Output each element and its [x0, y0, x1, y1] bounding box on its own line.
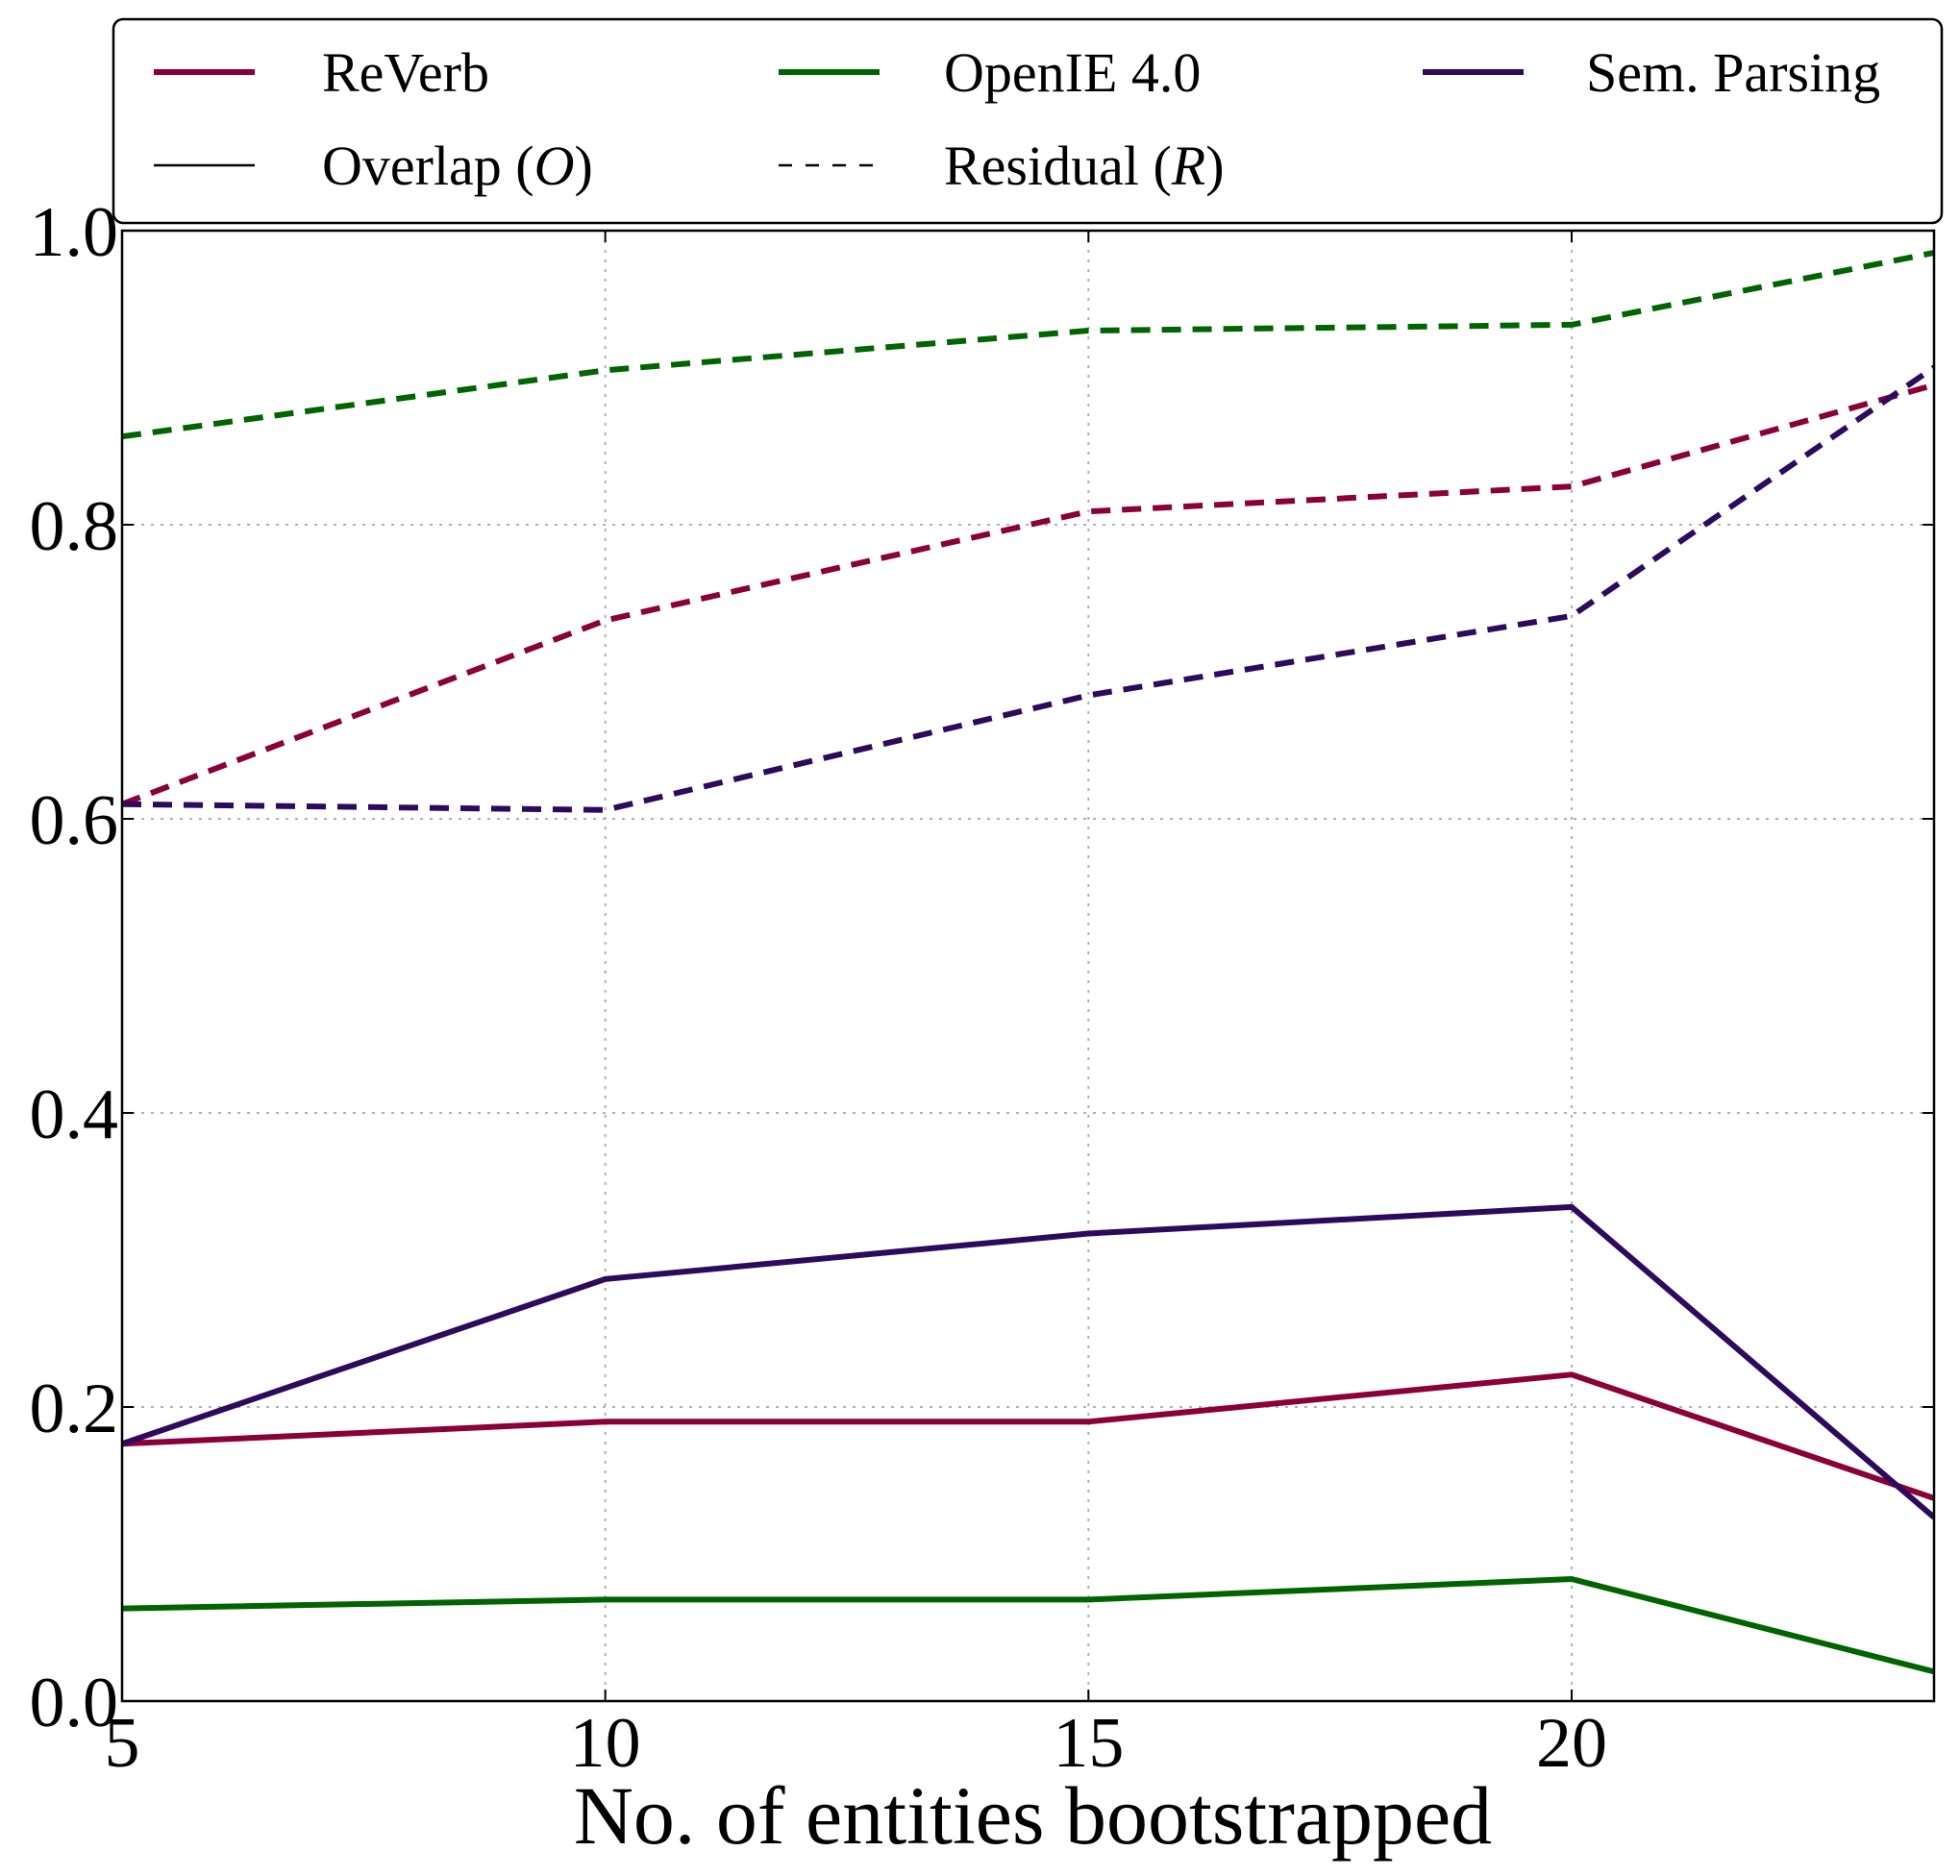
x-tick-label: 5 — [105, 1704, 140, 1783]
legend-label: ReVerb — [322, 41, 489, 104]
sem-parsing-residual-line — [122, 364, 1934, 813]
legend-label: Residual (R) — [944, 135, 1225, 197]
y-tick-label: 0.0 — [30, 1664, 119, 1742]
legend-item: Residual (R) — [779, 135, 1225, 197]
legend: ReVerb OpenIE 4.0 Sem. Parsing Overlap (O) R… — [112, 17, 1944, 225]
legend-item: ReVerb — [154, 41, 489, 104]
x-axis-label: No. of entities bootstrapped — [574, 1769, 1492, 1862]
x-tick-label: 10 — [570, 1704, 641, 1783]
axis-ticks — [121, 230, 1934, 1702]
plot-frame — [120, 229, 1936, 1703]
y-tick-label: 0.8 — [30, 487, 119, 566]
series-lines — [122, 250, 1934, 1675]
reverb-overlap-line — [122, 1371, 1934, 1501]
legend-label: Sem. Parsing — [1586, 41, 1880, 104]
x-tick-label: 20 — [1536, 1704, 1607, 1783]
x-tick-label: 15 — [1053, 1704, 1124, 1783]
reverb-residual-line — [122, 382, 1934, 807]
y-tick-label: 1.0 — [30, 193, 119, 272]
y-tick-label: 0.2 — [30, 1370, 119, 1448]
y-tick-label: 0.4 — [30, 1075, 119, 1154]
legend-label: OpenIE 4.0 — [944, 41, 1201, 104]
openie-4-0-overlap-line — [122, 1576, 1934, 1675]
legend-label: Overlap (O) — [322, 135, 593, 197]
legend-item: Overlap (O) — [154, 135, 593, 197]
legend-item: Sem. Parsing — [1423, 41, 1880, 104]
openie-4-0-residual-line — [122, 250, 1934, 440]
y-tick-labels: 0.0 0.2 0.4 0.6 0.8 1.0 — [30, 193, 119, 1742]
sem-parsing-overlap-line — [122, 1203, 1934, 1520]
x-tick-labels: 5 10 15 20 — [105, 1704, 1608, 1783]
y-tick-label: 0.6 — [30, 781, 119, 860]
grid-lines — [122, 231, 1934, 1701]
legend-item: OpenIE 4.0 — [779, 41, 1201, 104]
